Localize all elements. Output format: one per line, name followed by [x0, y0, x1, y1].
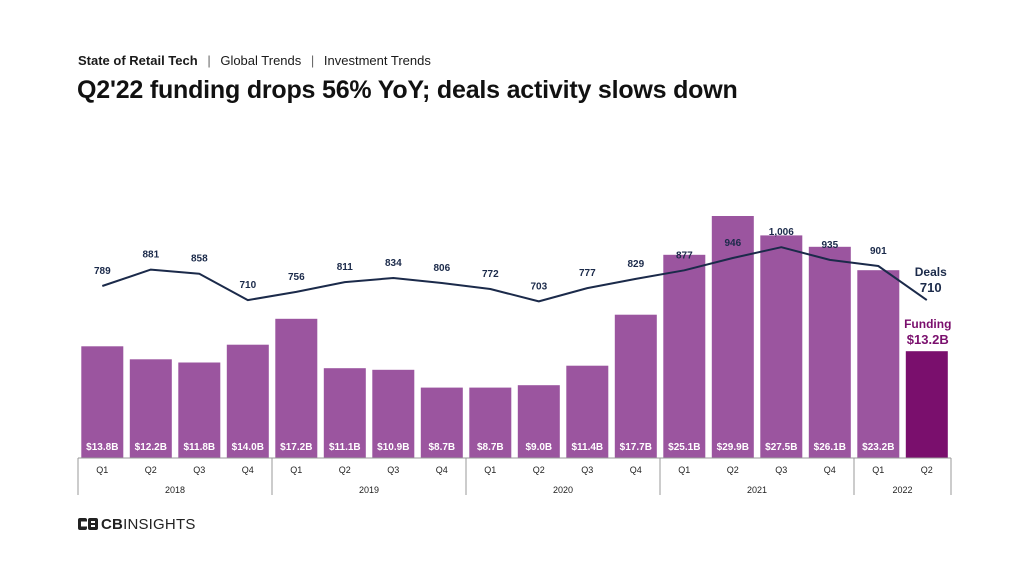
deals-point-label: 877 — [676, 250, 693, 261]
x-tick-label: Q1 — [872, 465, 884, 475]
deals-point-label: 811 — [337, 262, 354, 273]
funding-bar — [81, 346, 124, 458]
x-tick-label: Q3 — [581, 465, 593, 475]
funding-bar-label: $13.8B — [86, 442, 118, 453]
x-tick-label: Q2 — [339, 465, 351, 475]
year-label: 2022 — [892, 485, 912, 495]
x-tick-label: Q2 — [727, 465, 739, 475]
x-tick-label: Q4 — [824, 465, 836, 475]
funding-callout-value: $13.2B — [907, 332, 949, 347]
deals-point-label: 703 — [530, 281, 547, 292]
logo-wordmark: CBINSIGHTS — [101, 516, 196, 533]
funding-bar — [760, 235, 803, 458]
x-tick-label: Q1 — [678, 465, 690, 475]
funding-bar-label: $25.1B — [668, 442, 700, 453]
x-tick-label: Q3 — [775, 465, 787, 475]
breadcrumb: State of Retail Tech | Global Trends | I… — [78, 53, 431, 68]
deals-callout-value: 710 — [920, 280, 942, 295]
funding-bar-label: $23.2B — [862, 442, 894, 453]
deals-point-label: 901 — [870, 246, 887, 257]
funding-bar-label: $17.7B — [620, 442, 652, 453]
funding-bar — [808, 246, 851, 458]
funding-bar-label: $11.1B — [329, 442, 361, 453]
funding-bar-label: $10.9B — [377, 442, 409, 453]
funding-bar — [905, 351, 948, 458]
funding-bar — [129, 359, 172, 458]
x-tick-label: Q4 — [630, 465, 642, 475]
funding-bar-label: $29.9B — [717, 442, 749, 453]
funding-bar — [275, 318, 318, 458]
deals-point-label: 806 — [433, 263, 450, 274]
x-tick-label: Q1 — [96, 465, 108, 475]
funding-bar — [566, 365, 609, 458]
x-tick-label: Q1 — [484, 465, 496, 475]
funding-bar-label: $8.7B — [428, 442, 455, 453]
year-label: 2019 — [359, 485, 379, 495]
cb-insights-logo-icon — [78, 518, 98, 530]
deals-point-label: 881 — [142, 250, 159, 261]
x-tick-label: Q2 — [921, 465, 933, 475]
funding-bar-label: $14.0B — [232, 442, 264, 453]
logo-bold: CB — [101, 515, 124, 533]
breadcrumb-separator: | — [310, 53, 315, 68]
funding-callout-name: Funding — [904, 317, 951, 331]
funding-bar — [323, 368, 366, 458]
x-tick-label: Q1 — [290, 465, 302, 475]
x-tick-label: Q4 — [242, 465, 254, 475]
x-tick-label: Q2 — [533, 465, 545, 475]
funding-bar — [178, 362, 221, 458]
deals-line — [101, 246, 928, 303]
funding-bar-label: $11.4B — [571, 442, 603, 453]
funding-bar-label: $26.1B — [814, 442, 846, 453]
logo-rest: INSIGHTS — [123, 515, 196, 533]
deals-point-label: 777 — [579, 268, 596, 279]
deals-point-label: 1,006 — [769, 227, 794, 238]
funding-bar-label: $11.8B — [183, 442, 215, 453]
breadcrumb-report: State of Retail Tech — [78, 53, 198, 68]
funding-bar — [469, 387, 512, 458]
deals-point-label: 710 — [239, 280, 256, 291]
deals-point-label: 834 — [385, 258, 402, 269]
breadcrumb-subsection: Investment Trends — [323, 53, 431, 68]
funding-bar — [226, 344, 269, 458]
funding-bar — [614, 314, 657, 458]
breadcrumb-section: Global Trends — [220, 53, 302, 68]
x-tick-label: Q4 — [436, 465, 448, 475]
funding-bar-label: $27.5B — [765, 442, 797, 453]
deals-point-label: 858 — [191, 254, 208, 265]
year-label: 2018 — [165, 485, 185, 495]
x-tick-label: Q2 — [145, 465, 157, 475]
funding-bar — [372, 369, 415, 458]
funding-bar — [857, 270, 900, 458]
funding-bar — [663, 254, 706, 458]
x-tick-label: Q3 — [193, 465, 205, 475]
year-label: 2020 — [553, 485, 573, 495]
page-title: Q2'22 funding drops 56% YoY; deals activ… — [77, 76, 738, 104]
funding-bar-label: $17.2B — [280, 442, 312, 453]
funding-bar-label: $9.0B — [525, 442, 552, 453]
funding-bar — [711, 216, 754, 458]
deals-point-label: 946 — [724, 238, 741, 249]
funding-bar-label: $8.7B — [477, 442, 504, 453]
deals-point-label: 829 — [627, 259, 644, 270]
breadcrumb-separator: | — [207, 53, 211, 68]
x-tick-label: Q3 — [387, 465, 399, 475]
deals-point-label: 789 — [94, 266, 111, 277]
deals-callout-name: Deals — [915, 265, 947, 279]
funding-bar — [420, 387, 463, 458]
funding-bar — [517, 385, 560, 458]
funding-bar-label: $12.2B — [135, 442, 167, 453]
cb-insights-logo: CBINSIGHTS — [78, 515, 196, 533]
year-label: 2021 — [747, 485, 767, 495]
deals-point-label: 935 — [821, 240, 838, 251]
deals-point-label: 772 — [482, 269, 499, 280]
deals-point-label: 756 — [288, 272, 305, 283]
